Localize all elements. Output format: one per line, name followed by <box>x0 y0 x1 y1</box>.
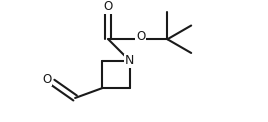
Text: N: N <box>125 54 134 67</box>
Text: O: O <box>42 73 51 86</box>
Text: O: O <box>136 30 145 43</box>
Text: O: O <box>104 0 113 13</box>
